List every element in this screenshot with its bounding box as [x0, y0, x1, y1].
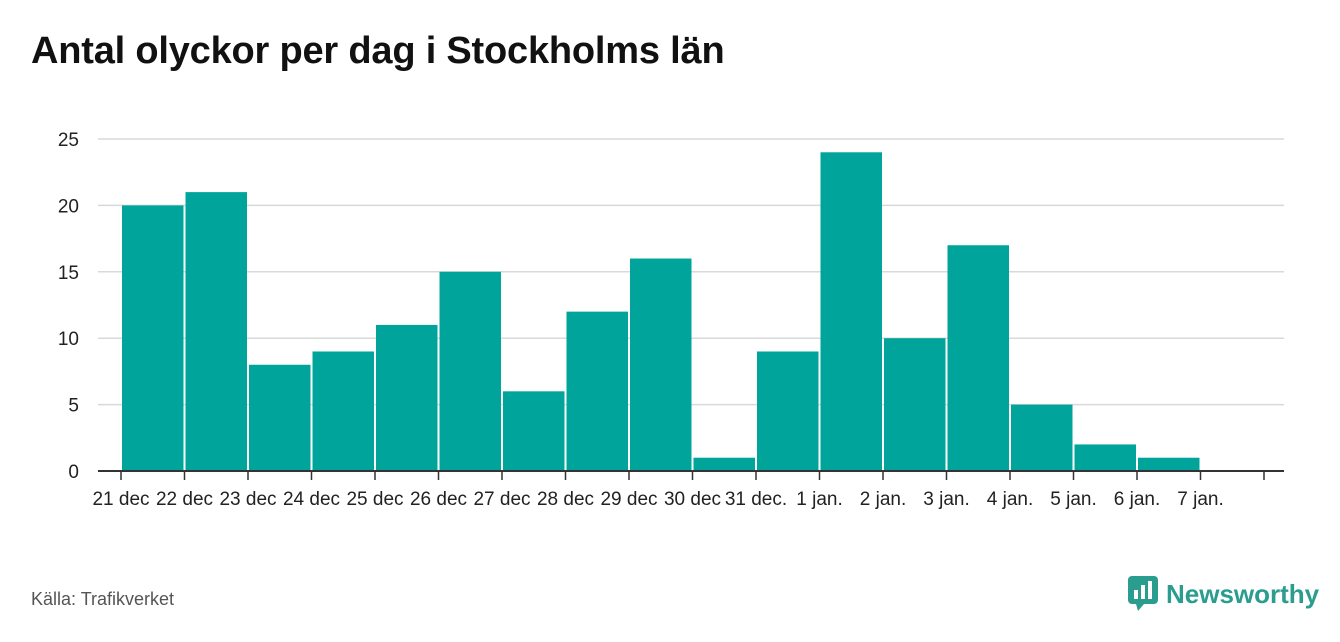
- x-tick-label: 4 jan.: [987, 489, 1033, 510]
- source-note: Källa: Trafikverket: [31, 589, 175, 609]
- x-tick-label: 23 dec: [219, 489, 276, 510]
- x-axis-labels: 21 dec 22 dec 23 dec 24 dec 25 dec 26 dec 27 d…: [92, 489, 1223, 510]
- bar: [503, 391, 565, 471]
- bar: [376, 324, 438, 471]
- bar: [1138, 457, 1200, 471]
- x-tick-label: 27 dec: [473, 489, 530, 510]
- bar: [630, 258, 692, 471]
- x-tick-label: 31 dec.: [725, 489, 787, 510]
- bars: [122, 152, 1200, 471]
- bar: [884, 338, 946, 471]
- bar: [1011, 404, 1073, 471]
- x-tick-label: 25 dec: [346, 489, 403, 510]
- bar: [312, 351, 374, 471]
- x-tick-label: 21 dec: [92, 489, 149, 510]
- x-tick-label: 6 jan.: [1114, 489, 1160, 510]
- bar: [693, 457, 755, 471]
- x-tick-label: 7 jan.: [1177, 489, 1223, 510]
- bar: [439, 271, 501, 471]
- x-axis: [98, 470, 1284, 480]
- x-tick-label: 28 dec: [537, 489, 594, 510]
- y-tick-label: 20: [58, 196, 79, 217]
- brand-logo: Newsworthy: [1128, 574, 1319, 614]
- brand-name: Newsworthy: [1166, 578, 1320, 609]
- y-tick-label: 0: [68, 462, 79, 483]
- bar: [947, 245, 1009, 471]
- y-tick-label: 5: [68, 396, 79, 417]
- newsworthy-logo-icon: [1128, 576, 1158, 611]
- x-tick-label: 2 jan.: [860, 489, 906, 510]
- bar: [185, 192, 247, 471]
- chart-title: Antal olyckor per dag i Stockholms län: [31, 30, 725, 72]
- bar: [757, 351, 819, 471]
- x-tick-label: 5 jan.: [1050, 489, 1096, 510]
- y-tick-label: 25: [58, 130, 79, 151]
- y-tick-label: 15: [58, 263, 79, 284]
- x-tick-label: 1 jan.: [796, 489, 842, 510]
- bar: [566, 311, 628, 471]
- y-tick-label: 10: [58, 329, 79, 350]
- x-tick-label: 24 dec: [283, 489, 340, 510]
- bar-chart: 0 5 10 15 20 25 21 dec 22 dec 23 dec 24 dec 25 de…: [58, 130, 1284, 510]
- bar: [249, 364, 311, 471]
- bar: [820, 152, 882, 471]
- x-tick-label: 3 jan.: [923, 489, 969, 510]
- x-tick-label: 30 dec: [664, 489, 721, 510]
- y-axis-labels: 0 5 10 15 20 25: [58, 130, 79, 483]
- x-tick-label: 22 dec: [156, 489, 213, 510]
- bar: [1074, 444, 1136, 471]
- x-tick-label: 26 dec: [410, 489, 467, 510]
- bar: [122, 205, 184, 471]
- x-tick-label: 29 dec: [600, 489, 657, 510]
